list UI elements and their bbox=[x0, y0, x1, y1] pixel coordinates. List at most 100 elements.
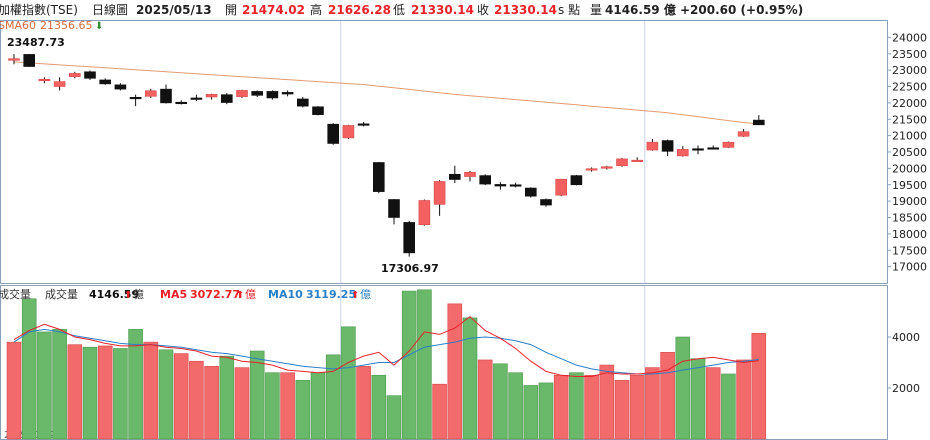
volume-axis: 2000 4000 bbox=[887, 331, 920, 395]
volume-label: 量 bbox=[590, 3, 603, 17]
candle-body bbox=[737, 131, 750, 137]
candle-body bbox=[266, 91, 279, 99]
price-tick-label: 18500 bbox=[892, 212, 927, 225]
sma60-line bbox=[13, 61, 759, 125]
price-tick-label: 19000 bbox=[892, 195, 927, 208]
candle-body bbox=[221, 94, 233, 103]
candle-body bbox=[53, 81, 66, 87]
quote-date: 2025/05/13 bbox=[136, 3, 212, 17]
low-label: 低 bbox=[393, 3, 406, 17]
ma10-legend-label: MA10 bbox=[268, 288, 303, 301]
candle-body bbox=[479, 175, 492, 185]
candle-body bbox=[160, 88, 172, 104]
low-annotation: 17306.97 bbox=[381, 262, 439, 275]
open-label: 開 bbox=[225, 3, 238, 17]
volume-bar bbox=[736, 359, 751, 440]
candle-body bbox=[676, 149, 689, 157]
volume-bar bbox=[173, 353, 189, 440]
candle-body bbox=[342, 125, 355, 139]
price-panel-frame bbox=[0, 20, 888, 284]
change-value: +200.60 (+0.95%) bbox=[680, 3, 804, 17]
volume-bar bbox=[204, 366, 219, 440]
volume-bar bbox=[690, 358, 706, 440]
candle-body bbox=[752, 119, 765, 126]
candle-body bbox=[99, 79, 111, 85]
volume-bar bbox=[52, 329, 67, 440]
candle-body bbox=[114, 84, 127, 90]
volume-bar bbox=[660, 351, 675, 440]
volume-bar bbox=[67, 344, 83, 440]
price-tick-label: 18000 bbox=[892, 228, 927, 241]
price-tick-label: 21000 bbox=[892, 130, 927, 143]
volume-bar bbox=[629, 374, 645, 440]
candle-body bbox=[570, 175, 583, 186]
ma10-legend-arrow: ⬆ bbox=[351, 290, 359, 301]
candle-body bbox=[372, 162, 385, 192]
candle-body bbox=[631, 159, 644, 162]
volume-bar bbox=[265, 372, 280, 440]
volume-bar bbox=[553, 374, 569, 440]
candle-body bbox=[38, 78, 51, 82]
period-label: 日線圖 bbox=[92, 3, 129, 17]
candle-body bbox=[281, 92, 294, 95]
volume-bar bbox=[508, 372, 523, 440]
candle-body bbox=[433, 181, 446, 205]
volume-bar bbox=[523, 385, 539, 440]
volume-bar bbox=[538, 382, 554, 440]
candle-body bbox=[403, 222, 416, 254]
candle-body bbox=[707, 147, 720, 150]
volume-tick-label: 4000 bbox=[892, 331, 920, 344]
candle-body bbox=[205, 94, 218, 98]
volume-value: 4146.59 億 bbox=[605, 3, 676, 17]
volume-bar bbox=[6, 341, 22, 440]
ma10-legend-value: 3119.25 bbox=[306, 288, 356, 301]
volume-bar bbox=[599, 364, 615, 440]
price-tick-label: 22000 bbox=[892, 97, 927, 110]
volume-bar bbox=[721, 373, 736, 440]
volume-legend-label: 成交量 bbox=[45, 287, 78, 301]
volume-bar bbox=[97, 345, 113, 440]
volume-bar bbox=[751, 332, 767, 440]
volume-legend-arrow: ⬆ bbox=[124, 290, 132, 301]
volume-bar bbox=[386, 395, 402, 440]
ma5-legend-value: 3072.77 bbox=[190, 288, 240, 301]
candle-body bbox=[129, 97, 142, 100]
high-label: 高 bbox=[310, 3, 323, 17]
volume-bar bbox=[341, 326, 356, 440]
sma60-legend-value: 21356.65 bbox=[40, 20, 93, 32]
candle-body bbox=[646, 141, 659, 151]
candle-body bbox=[464, 172, 476, 177]
candle-body bbox=[327, 123, 340, 144]
ma5-legend-unit: 億 bbox=[245, 288, 256, 301]
volume-ma-lines bbox=[13, 315, 759, 377]
ma5-legend-arrow: ⬆ bbox=[236, 290, 244, 301]
candle-body bbox=[448, 173, 461, 180]
candle-body bbox=[251, 91, 263, 96]
candles bbox=[8, 54, 765, 257]
volume-bar bbox=[143, 341, 159, 440]
candle-body bbox=[312, 106, 324, 115]
candle-body bbox=[524, 187, 537, 197]
volume-bar bbox=[128, 329, 143, 440]
candle-body bbox=[540, 199, 552, 206]
price-tick-label: 23500 bbox=[892, 48, 927, 61]
ma5-legend-label: MA5 bbox=[160, 288, 187, 301]
volume-bar bbox=[614, 380, 630, 440]
volume-bar bbox=[462, 317, 478, 440]
high-value: 21626.28 bbox=[328, 3, 392, 17]
volume-bar bbox=[37, 331, 52, 440]
sma60-legend-arrow: ⬇ bbox=[95, 21, 103, 32]
candle-body bbox=[418, 200, 431, 226]
volume-bar bbox=[325, 354, 341, 440]
quote-header: 加權指數(TSE) 日線圖 2025/05/13 開 21474.02 高 21… bbox=[0, 0, 930, 20]
sma60-legend-label: SMA60 bbox=[0, 20, 36, 32]
close-unit: s 點 bbox=[558, 3, 581, 17]
volume-bar bbox=[645, 367, 660, 440]
high-annotation: 23487.73 bbox=[7, 36, 65, 49]
candle-body bbox=[494, 184, 507, 187]
price-tick-label: 23000 bbox=[892, 64, 927, 77]
volume-bar bbox=[113, 348, 128, 440]
volume-bar bbox=[432, 383, 447, 440]
volume-bar bbox=[569, 372, 584, 440]
